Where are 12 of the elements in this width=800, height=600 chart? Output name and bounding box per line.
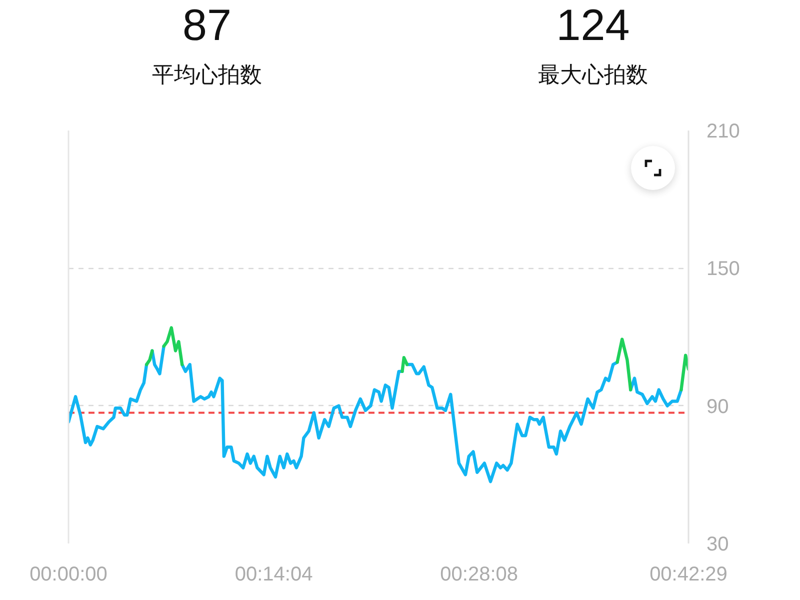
y-tick-label: 30 [706, 534, 729, 556]
x-tick-label: 00:00:00 [30, 564, 108, 586]
y-tick-label: 210 [706, 120, 740, 142]
y-tick-label: 150 [706, 258, 740, 280]
text: 平均心拍数 [151, 61, 263, 89]
x-tick-label: 00:28:08 [440, 564, 518, 586]
x-tick-label: 00:42:29 [650, 564, 728, 586]
y-tick-label: 90 [706, 396, 729, 418]
x-tick-label: 00:14:04 [234, 564, 313, 586]
text: 最大心拍数 [537, 61, 649, 89]
text: 87 [182, 0, 232, 52]
text: 124 [555, 0, 631, 52]
